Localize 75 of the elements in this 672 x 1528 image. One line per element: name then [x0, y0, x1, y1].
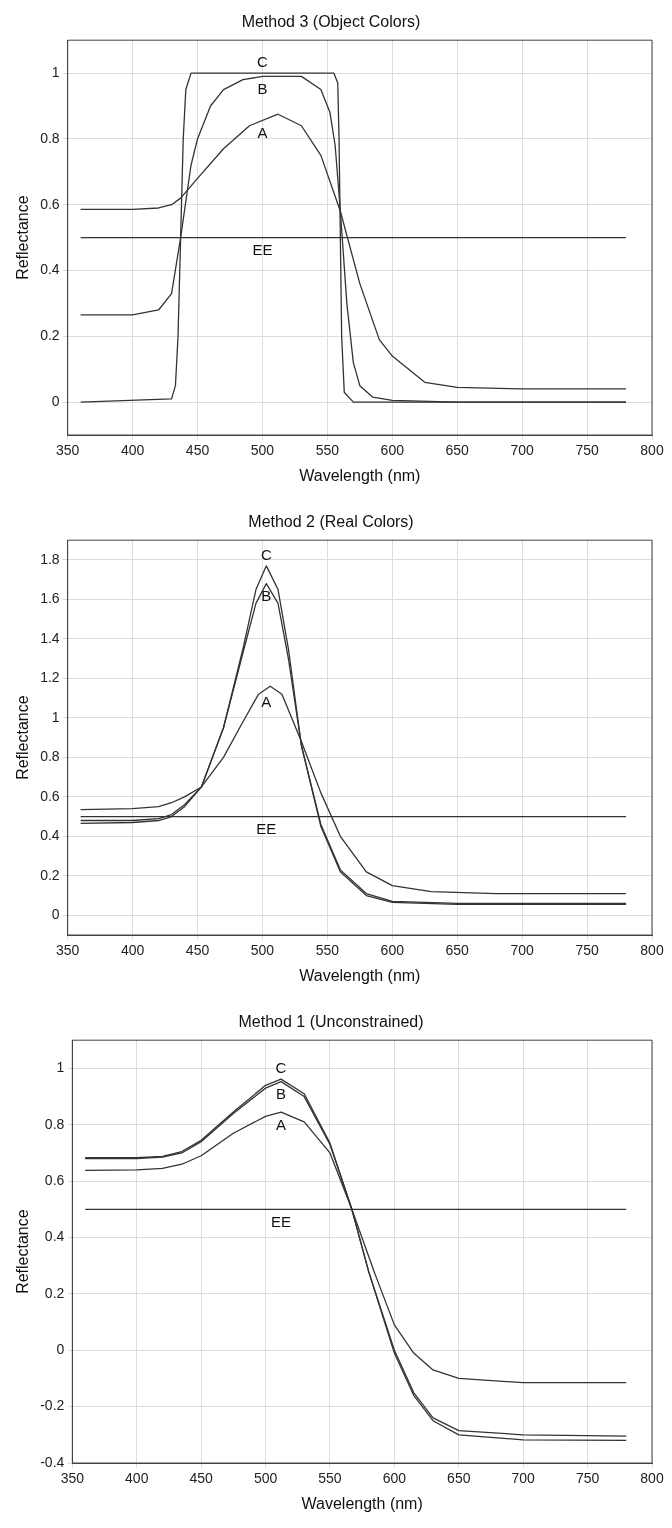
chart-title: Method 1 (Unconstrained) — [238, 1013, 424, 1031]
y-tick-label: 0.6 — [40, 195, 60, 212]
x-tick-label: 700 — [511, 1470, 536, 1487]
series-label: EE — [252, 241, 273, 259]
x-tick-label: 750 — [575, 1470, 600, 1487]
chart-title: Method 3 (Object Colors) — [241, 13, 421, 31]
y-tick-label: -0.2 — [40, 1397, 65, 1414]
x-tick-label: 400 — [125, 1470, 149, 1487]
x-tick-label: 800 — [640, 1470, 664, 1487]
x-tick-label: 500 — [250, 942, 275, 959]
y-axis-title: Reflectance — [14, 1209, 32, 1294]
x-tick-label: 600 — [380, 442, 405, 459]
y-tick-label: 0.2 — [40, 866, 60, 883]
y-axis-title: Reflectance — [14, 695, 32, 780]
series-label: A — [257, 124, 268, 142]
x-axis-title: Wavelength (nm) — [299, 466, 421, 484]
x-tick-label: 550 — [315, 442, 340, 459]
y-tick-label: 0.8 — [40, 748, 60, 765]
x-axis-title: Wavelength (nm) — [301, 1494, 423, 1512]
x-tick-label: 500 — [250, 442, 275, 459]
x-axis-title: Wavelength (nm) — [299, 966, 421, 984]
x-tick-label: 600 — [380, 942, 405, 959]
y-tick-label: 1.8 — [40, 550, 60, 567]
y-tick-label: 1.4 — [40, 629, 60, 646]
x-tick-label: 350 — [55, 942, 80, 959]
y-tick-label: 0.2 — [40, 327, 60, 344]
x-tick-label: 450 — [185, 942, 210, 959]
x-tick-label: 650 — [445, 942, 470, 959]
y-axis-title: Reflectance — [14, 195, 32, 280]
y-tick-label: 0 — [51, 392, 60, 409]
x-tick-label: 800 — [640, 442, 664, 459]
x-tick-label: 400 — [120, 942, 145, 959]
x-tick-label: 500 — [253, 1470, 278, 1487]
x-tick-label: 750 — [575, 442, 599, 459]
x-tick-label: 650 — [445, 442, 470, 459]
series-label: EE — [256, 820, 277, 838]
y-tick-label: 1.6 — [40, 590, 60, 607]
y-tick-label: 1 — [51, 63, 60, 80]
y-tick-label: 0.6 — [40, 787, 60, 804]
x-tick-label: 450 — [189, 1470, 214, 1487]
series-label: C — [275, 1058, 287, 1076]
y-tick-label: 1.2 — [40, 669, 60, 686]
y-tick-label: 0.2 — [44, 1284, 65, 1301]
x-tick-label: 550 — [318, 1470, 342, 1487]
x-tick-label: 750 — [575, 942, 599, 959]
y-tick-label: 0 — [56, 1341, 65, 1358]
series-label: B — [276, 1085, 287, 1103]
x-tick-label: 450 — [185, 442, 210, 459]
series-label: B — [261, 587, 272, 605]
x-tick-label: 350 — [60, 1470, 85, 1487]
series-label: A — [261, 692, 272, 710]
y-tick-label: 0.4 — [44, 1228, 65, 1245]
y-tick-label: 0 — [51, 906, 60, 923]
y-tick-label: 1 — [51, 708, 60, 725]
y-tick-label: 1 — [56, 1059, 65, 1076]
y-tick-label: 0.8 — [44, 1115, 65, 1132]
series-label: A — [276, 1115, 287, 1133]
y-tick-label: 0.4 — [40, 261, 60, 278]
series-label: B — [257, 80, 268, 98]
x-tick-label: 700 — [510, 942, 535, 959]
x-tick-label: 350 — [55, 442, 80, 459]
x-tick-label: 800 — [640, 942, 664, 959]
x-tick-label: 600 — [382, 1470, 407, 1487]
y-tick-label: 0.6 — [44, 1171, 65, 1188]
chart-title: Method 2 (Real Colors) — [248, 513, 414, 531]
series-label: EE — [271, 1212, 292, 1230]
x-tick-label: 700 — [510, 442, 535, 459]
series-label: C — [257, 52, 269, 70]
series-label: C — [260, 545, 272, 563]
x-tick-label: 650 — [447, 1470, 471, 1487]
y-tick-label: 0.4 — [40, 827, 60, 844]
x-tick-label: 400 — [120, 442, 145, 459]
y-tick-label: -0.4 — [40, 1453, 65, 1470]
x-tick-label: 550 — [315, 942, 340, 959]
y-tick-label: 0.8 — [40, 129, 60, 146]
